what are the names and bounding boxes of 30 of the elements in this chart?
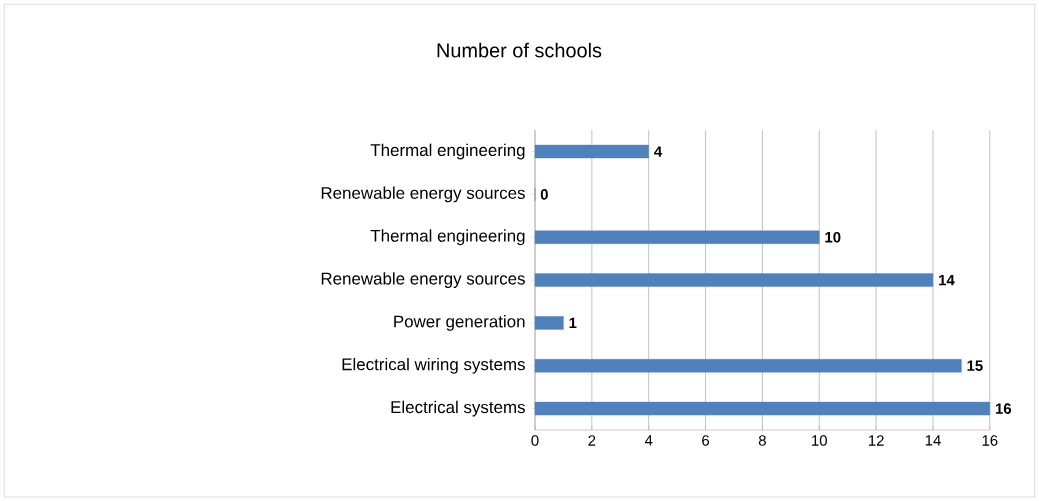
y-tick-label: Renewable energy sources — [321, 186, 525, 203]
bar — [534, 358, 962, 373]
data-label: 4 — [654, 146, 663, 157]
x-tick-label: 2 — [588, 435, 596, 446]
chart-title: Number of schools — [437, 42, 602, 58]
bar — [534, 230, 820, 244]
y-tick-label: Electrical systems — [391, 400, 525, 417]
bar — [534, 316, 564, 330]
data-label: 16 — [995, 403, 1012, 414]
bar — [534, 144, 649, 159]
x-tick-label: 12 — [868, 435, 884, 446]
data-label: 14 — [939, 274, 955, 286]
data-label: 0 — [540, 189, 548, 200]
x-tick-label: 16 — [982, 435, 998, 446]
data-label: 1 — [569, 317, 577, 328]
y-tick-label: Renewable energy sources — [321, 272, 525, 288]
x-tick-label: 14 — [925, 435, 941, 446]
data-label: 10 — [825, 231, 841, 243]
bar — [534, 273, 934, 287]
x-tick-label: 8 — [758, 435, 766, 446]
y-tick-label: Thermal engineering — [370, 229, 525, 246]
y-tick-label: Thermal engineering — [370, 143, 525, 160]
y-tick-label: Electrical wiring systems — [342, 357, 525, 374]
x-tick-label: 0 — [531, 435, 539, 446]
x-tick-label: 4 — [644, 435, 653, 446]
x-tick-label: 6 — [702, 435, 710, 446]
data-label: 15 — [967, 360, 983, 371]
bar — [534, 401, 991, 416]
x-tick-label: 10 — [812, 435, 827, 446]
y-tick-label: Power generation — [394, 314, 525, 331]
